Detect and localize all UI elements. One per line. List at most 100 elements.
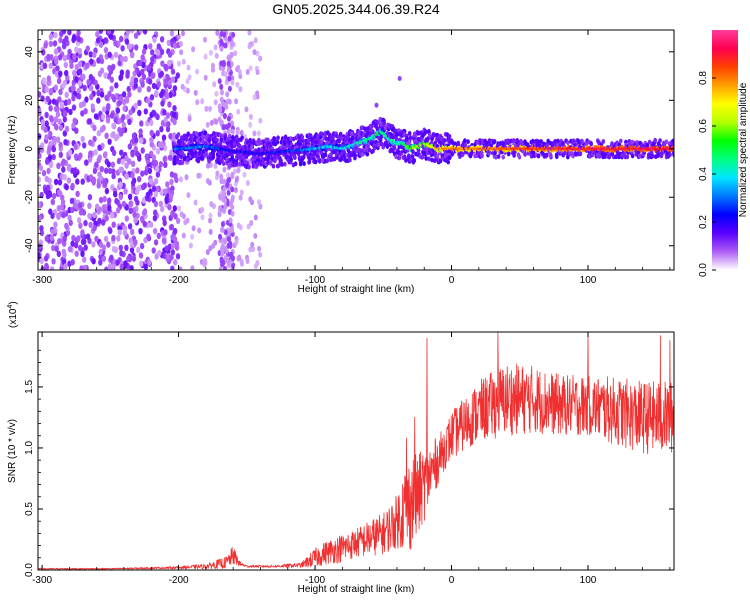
spectrogram-cell [127,223,133,230]
spectrogram-cell [241,156,246,161]
spectrogram-cell [529,153,534,159]
spectrogram-cell [172,85,178,92]
spectrogram-frame [37,29,675,271]
spectrogram-cell [164,196,169,203]
spectrogram-cell [171,132,177,139]
spectrogram-cell [80,135,85,143]
spectrogram-cell [101,255,107,262]
spectrogram-cell [248,138,253,144]
spectrogram-cell [83,108,88,115]
spectrogram-cell [83,219,88,227]
spectrogram-cell [156,232,161,240]
spectrogram-cell [51,98,57,105]
spectrogram-cell [91,241,96,248]
spectrogram-cell [119,263,124,270]
spectrogram-cell [118,74,123,82]
spectrogram-cell [130,51,135,58]
spectrogram-cell [124,162,129,169]
spectrogram-cell [218,141,223,147]
spectrogram-cell [39,257,44,264]
spectrogram-cell [83,244,88,251]
spectrogram-cell [213,99,218,106]
spectrogram-cell [127,143,132,150]
spectrogram-cell [289,156,294,162]
spectrogram-cell [110,131,115,139]
spectrogram-cell [607,154,612,160]
spectrogram-cell [127,118,132,126]
spectrogram-cell [184,136,189,142]
spectrogram-cell [148,221,154,228]
spectrogram-cell [155,113,160,121]
spectrogram-cell [370,128,374,134]
spectrogram-cell [275,139,280,145]
spectrogram-cell [94,235,99,243]
spectrogram-cell [53,48,59,55]
spectrogram-cell [226,189,231,196]
spectrogram-cell [175,72,180,79]
spectrogram-cell [99,126,105,133]
spectrogram-cell [512,138,516,144]
spectrogram-cell [172,105,177,112]
spectrogram-cell [149,136,154,144]
spectrogram-cell [129,265,134,270]
spectrogram-cell [97,217,102,225]
spectrogram-cell [428,132,432,138]
spectrogram-cell [153,159,159,167]
spectrogram-cell [57,179,63,186]
spectrogram-cell [233,187,238,193]
spectrogram-cell [236,167,241,174]
spectrogram-cell [54,245,59,252]
spectrogram-cell [549,153,553,159]
spectrogram-cell [99,91,105,98]
spectrogram-cell [219,83,224,90]
spectrogram-cell [57,54,63,61]
spectrogram-cell [120,158,126,165]
spectrogram-cell [221,161,226,167]
spectrogram-cell [38,164,44,172]
spectrogram-cell [430,136,434,142]
spectrogram-cell [218,106,223,113]
spectrogram-cell [148,43,153,50]
spectrogram-cell [230,75,235,82]
spectrogram-cell [186,131,191,137]
spectrogram-cell [73,153,79,160]
spectrogram-cell [115,107,121,114]
spectrogram-cell [103,72,108,79]
spectrogram-cell [128,207,133,214]
spectrogram-cell [151,82,157,90]
spectrogram-cell [77,61,83,68]
spectrogram-cell [92,224,97,232]
spectrogram-cell [324,136,328,142]
snr-frame [37,331,675,571]
spectrogram-cell [153,191,159,198]
spectrogram-cell [138,128,143,135]
spectrogram-cell [74,63,80,71]
spectrogram-cell [227,85,232,92]
spectrogram-cell [104,94,109,102]
spectrogram-cell [54,70,60,78]
spectrogram-cell [128,109,133,116]
spectrogram-cell [205,249,210,256]
spectrogram-cell [226,66,231,73]
spectrogram-cell [54,58,59,65]
spectrogram-cell [218,193,223,200]
spectrogram-cell [85,45,91,52]
spectrogram-cell [116,157,122,165]
spectrogram-cell [98,196,104,204]
spectrogram-cell [104,187,110,195]
spectrogram-cell [42,62,48,69]
spectrogram-cell [230,120,235,127]
spectrogram-cell [87,202,92,209]
spectrogram-cell [155,130,160,137]
spectrogram-cell [109,85,114,93]
spectrogram-cell [144,153,149,160]
spectrogram-cell [96,182,101,189]
spectrogram-cell [658,138,662,144]
spectrogram-cell [149,119,154,127]
spectrogram-cell [104,215,109,222]
spectrogram-cell [76,30,81,37]
spectrogram-cell [175,217,181,225]
spectrogram-cell [111,234,116,242]
spectrogram-cell [56,189,62,196]
